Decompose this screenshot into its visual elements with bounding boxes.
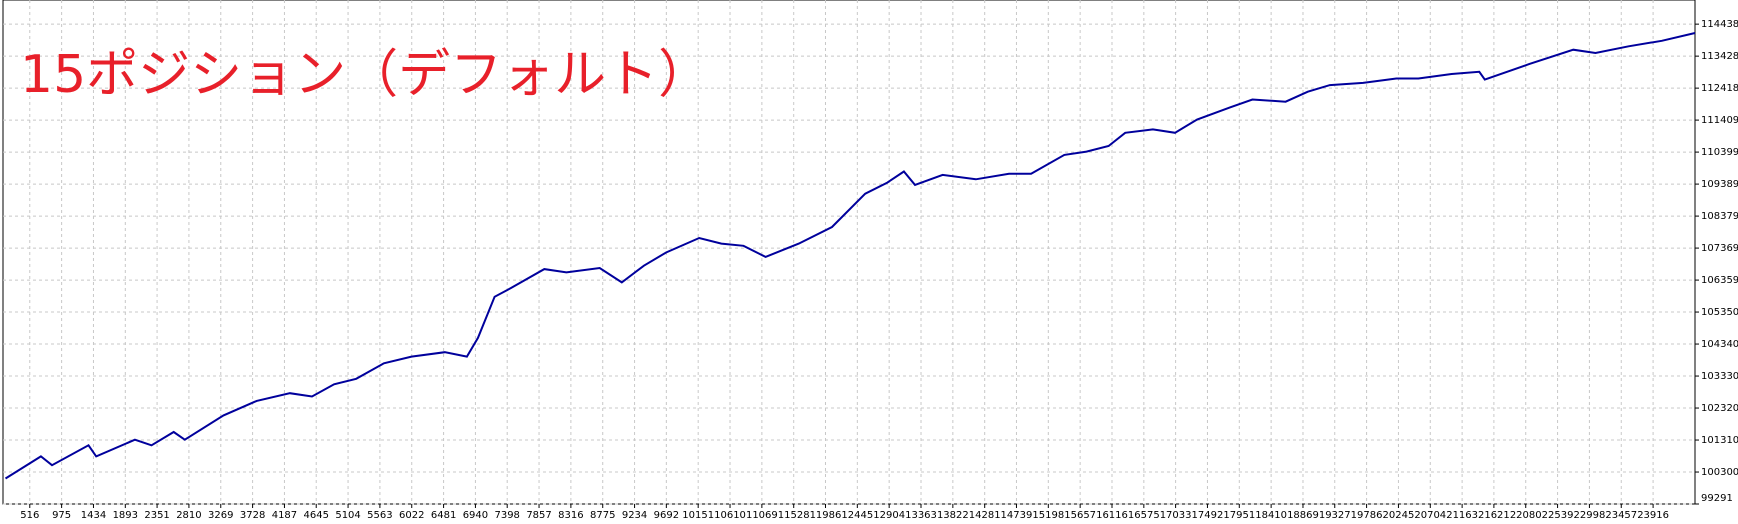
x-tick-label: 11986	[810, 510, 842, 521]
x-tick-label: 16116	[1096, 510, 1128, 521]
x-tick-label: 6940	[463, 510, 488, 521]
y-tick-label: 99291	[1701, 493, 1733, 504]
x-tick-label: 12904	[873, 510, 905, 521]
x-tick-label: 21163	[1446, 510, 1478, 521]
y-tick-label: 103330	[1701, 371, 1738, 382]
x-tick-label: 14281	[969, 510, 1001, 521]
y-tick-label: 100300	[1701, 467, 1738, 478]
x-tick-label: 20704	[1414, 510, 1446, 521]
balance-line	[4, 32, 1696, 480]
y-tick-label: 110399	[1701, 147, 1738, 158]
x-tick-label: 9234	[622, 510, 647, 521]
x-tick-label: 19786	[1351, 510, 1383, 521]
x-tick-label: 4187	[272, 510, 297, 521]
chart-title: 15ポジション（デフォルト）	[20, 45, 710, 105]
x-tick-label: 8775	[590, 510, 615, 521]
x-tick-label: 4645	[303, 510, 328, 521]
x-tick-label: 5563	[367, 510, 392, 521]
x-tick-label: 11069	[746, 510, 778, 521]
x-tick-label: 19327	[1319, 510, 1351, 521]
x-tick-label: 3728	[240, 510, 265, 521]
y-tick-label: 106359	[1701, 275, 1738, 286]
y-tick-label: 113428	[1701, 51, 1738, 62]
y-tick-label: 101310	[1701, 435, 1738, 446]
x-tick-label: 11528	[778, 510, 810, 521]
x-tick-label: 17951	[1223, 510, 1255, 521]
x-tick-label: 516	[20, 510, 39, 521]
x-tick-label: 1893	[113, 510, 138, 521]
x-tick-label: 13363	[905, 510, 937, 521]
x-tick-label: 10610	[714, 510, 746, 521]
x-tick-label: 16575	[1128, 510, 1160, 521]
x-tick-label: 18869	[1287, 510, 1319, 521]
y-tick-label: 109389	[1701, 179, 1738, 190]
x-tick-label: 14739	[1001, 510, 1033, 521]
x-tick-label: 21621	[1478, 510, 1510, 521]
x-tick-label: 15198	[1032, 510, 1064, 521]
x-tick-label: 1434	[81, 510, 106, 521]
x-tick-label: 22080	[1510, 510, 1542, 521]
x-tick-label: 17492	[1192, 510, 1224, 521]
x-tick-label: 10151	[682, 510, 714, 521]
x-tick-label: 8316	[558, 510, 583, 521]
x-tick-label: 17033	[1160, 510, 1192, 521]
y-tick-label: 107369	[1701, 243, 1738, 254]
y-tick-label: 114438	[1701, 19, 1738, 30]
x-tick-label: 5104	[335, 510, 360, 521]
y-tick-label: 112418	[1701, 83, 1738, 94]
y-tick-label: 108379	[1701, 211, 1738, 222]
x-tick-label: 15657	[1064, 510, 1096, 521]
x-tick-label: 22539	[1542, 510, 1574, 521]
x-tick-label: 7398	[494, 510, 519, 521]
x-tick-label: 20245	[1383, 510, 1415, 521]
y-tick-label: 105350	[1701, 307, 1738, 318]
x-tick-label: 9692	[654, 510, 679, 521]
x-tick-label: 12445	[841, 510, 873, 521]
x-tick-label: 6481	[431, 510, 456, 521]
x-tick-label: 23916	[1637, 510, 1669, 521]
x-tick-label: 23457	[1605, 510, 1637, 521]
x-tick-label: 3269	[208, 510, 233, 521]
x-tick-label: 18410	[1255, 510, 1287, 521]
y-tick-label: 102320	[1701, 403, 1738, 414]
x-tick-label: 6022	[399, 510, 424, 521]
x-tick-label: 22998	[1574, 510, 1606, 521]
x-tick-label: 7857	[526, 510, 551, 521]
x-tick-label: 2810	[176, 510, 201, 521]
x-tick-label: 2351	[144, 510, 169, 521]
y-tick-label: 104340	[1701, 339, 1738, 350]
x-tick-label: 13822	[937, 510, 969, 521]
x-tick-label: 975	[52, 510, 71, 521]
y-tick-label: 111409	[1701, 115, 1738, 126]
